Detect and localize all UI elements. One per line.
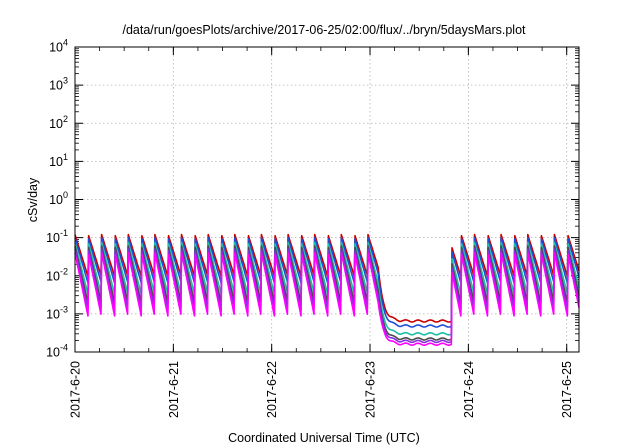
series-line-3 <box>74 241 580 336</box>
series-line-4 <box>74 245 580 341</box>
chart-title: /data/run/goesPlots/archive/2017-06-25/0… <box>122 23 526 37</box>
x-tick-label: 2017-6-21 <box>167 361 181 418</box>
plot-frame <box>74 46 580 353</box>
y-tick-labels: 10-4 10-3 10-2 10-1 100 101 102 103 104 <box>46 38 68 360</box>
y-tick-label: 103 <box>49 76 68 93</box>
y-tick-label: 100 <box>49 190 68 207</box>
series-layer <box>74 233 580 346</box>
series-line-5 <box>74 248 580 344</box>
y-tick-label: 10-4 <box>46 343 68 360</box>
x-tick-label: 2017-6-25 <box>560 361 574 418</box>
y-tick-label: 101 <box>49 152 68 169</box>
x-tick-label: 2017-6-23 <box>364 361 378 418</box>
x-axis-label: Coordinated Universal Time (UTC) <box>228 431 420 445</box>
y-tick-label: 10-1 <box>46 228 68 245</box>
x-tick-label: 2017-6-22 <box>265 361 279 418</box>
series-line-1 <box>74 233 580 323</box>
y-axis-label: cSv/day <box>26 177 40 222</box>
x-tick-label: 2017-6-20 <box>69 361 83 418</box>
y-tick-label: 10-3 <box>46 304 68 321</box>
y-tick-label: 104 <box>49 38 68 55</box>
series-line-6 <box>74 252 580 346</box>
x-tick-label: 2017-6-24 <box>462 361 476 418</box>
y-tick-label: 102 <box>49 114 68 131</box>
x-tick-labels: 2017-6-20 2017-6-21 2017-6-22 2017-6-23 2017… <box>69 361 575 418</box>
series-line-2 <box>74 236 580 328</box>
y-tick-label: 10-2 <box>46 266 68 283</box>
